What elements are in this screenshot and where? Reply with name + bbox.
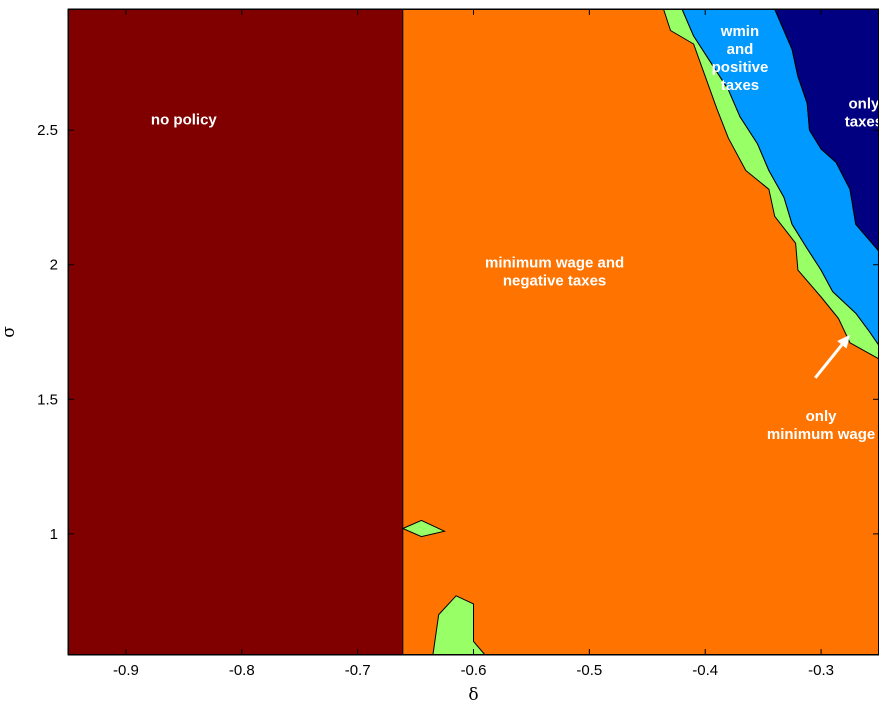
region-label-only-taxes: taxes: [845, 114, 879, 131]
region-label-wmin-and-positive-taxes: and: [727, 41, 754, 58]
annotation-arrow-shaft: [814, 343, 844, 379]
region-label-only-taxes: only: [849, 96, 879, 113]
annotation-arrow-layer: [814, 334, 851, 379]
region-island-upper: [401, 519, 447, 538]
region-label-minimum-wage-and-negative-taxes: negative taxes: [503, 272, 606, 289]
y-axis-label: σ: [0, 326, 19, 338]
region-only-taxes: [774, 8, 879, 252]
y-axis: 1 1.5 2 2.5: [37, 122, 879, 543]
region-label-only-minimum-wage: minimum wage: [767, 426, 875, 443]
region-label-wmin-and-positive-taxes: positive: [712, 59, 769, 76]
region-label-minimum-wage-and-negative-taxes: minimum wage and: [485, 254, 624, 271]
x-tick-label: -0.5: [576, 662, 602, 679]
x-tick-label: -0.8: [229, 662, 255, 679]
region-label-only-minimum-wage: only: [806, 408, 837, 425]
region-label-wmin-and-positive-taxes: wmin: [720, 23, 759, 40]
x-tick-label: -0.7: [345, 662, 371, 679]
region-no-policy: [67, 8, 428, 656]
x-tick-label: -0.9: [113, 662, 139, 679]
y-tick-label: 1.5: [37, 391, 58, 408]
x-tick-label: -0.4: [692, 662, 718, 679]
annotation-arrow-head: [837, 334, 851, 349]
x-tick-label: -0.3: [808, 662, 834, 679]
x-tick-label: -0.6: [461, 662, 487, 679]
x-axis-label: δ: [468, 685, 478, 705]
y-tick-label: 2: [50, 257, 58, 274]
y-tick-label: 1: [50, 526, 58, 543]
region-layer: [67, 8, 879, 656]
region-label-no-policy: no policy: [151, 112, 217, 129]
y-tick-label: 2.5: [37, 122, 58, 139]
x-axis: -0.9 -0.8 -0.7 -0.6 -0.5 -0.4 -0.3: [113, 9, 834, 679]
region-label-wmin-and-positive-taxes: taxes: [721, 77, 759, 94]
